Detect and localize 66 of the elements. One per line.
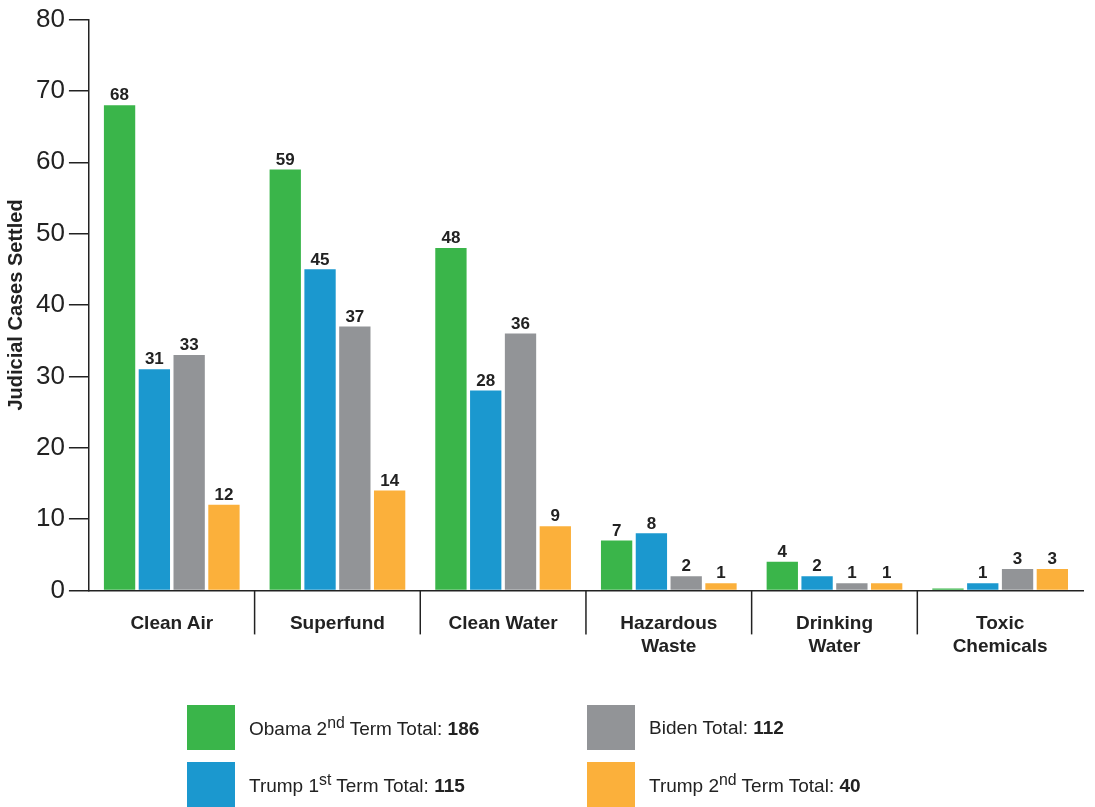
data-label: 68 <box>110 85 130 105</box>
data-label: 1 <box>716 563 726 583</box>
data-label: 45 <box>310 249 330 269</box>
x-tick-label: Clean Water <box>448 612 559 634</box>
data-label: 1 <box>881 563 892 583</box>
data-label: 1 <box>847 563 857 583</box>
bar <box>539 526 571 590</box>
bar <box>635 533 668 590</box>
y-tick-label: 10 <box>36 502 65 533</box>
y-tick-label: 50 <box>36 216 65 247</box>
bar <box>470 390 502 590</box>
y-tick-label: 40 <box>36 288 65 319</box>
bar <box>269 169 301 590</box>
legend-label: Trump 1$^{st}$ Term Total: 115 <box>249 771 465 798</box>
bar <box>208 504 240 590</box>
legend-label: Trump 2$^{nd}$ Term Total: 40 <box>649 771 861 798</box>
legend-label: Biden Total: 112 <box>649 716 784 739</box>
bar <box>304 269 336 590</box>
data-label: 7 <box>611 520 622 540</box>
bar <box>836 583 868 590</box>
y-tick-label: 30 <box>36 359 65 390</box>
data-label: 14 <box>380 470 400 490</box>
x-tick-label: Superfund <box>289 612 385 634</box>
y-tick-label: 20 <box>36 430 65 461</box>
data-label: 1 <box>978 563 988 583</box>
data-label: 36 <box>511 313 530 333</box>
y-axis-title: Judicial Cases Settled <box>3 199 26 411</box>
data-label: 28 <box>476 370 496 390</box>
x-tick-label: Hazardous Waste <box>620 612 718 656</box>
bar <box>435 247 467 590</box>
data-label: 48 <box>441 228 461 248</box>
data-label: 59 <box>275 149 295 169</box>
bar <box>373 490 406 590</box>
x-tick-label: Toxic Chemicals <box>952 612 1048 656</box>
y-tick-label: 0 <box>50 573 65 604</box>
bar <box>705 583 737 590</box>
bar <box>1036 569 1069 590</box>
data-label: 9 <box>550 506 561 526</box>
data-label: 8 <box>646 513 657 533</box>
data-label: 33 <box>179 335 199 355</box>
data-label: 2 <box>681 556 691 576</box>
bar <box>138 369 171 590</box>
data-label: 37 <box>345 306 365 326</box>
data-label: 12 <box>214 484 234 504</box>
bar <box>967 583 999 590</box>
data-label: 2 <box>812 556 822 576</box>
bar <box>600 540 633 590</box>
data-label: 3 <box>1047 549 1058 569</box>
bar <box>103 105 136 590</box>
y-tick-label: 80 <box>36 2 65 33</box>
bar <box>801 576 833 590</box>
y-tick-label: 70 <box>36 74 65 105</box>
data-label: 4 <box>777 542 788 562</box>
bar <box>871 583 903 590</box>
bar <box>339 326 371 590</box>
x-tick-label: Clean Air <box>130 612 214 634</box>
legend-label: Obama 2$^{nd}$ Term Total: 186 <box>249 714 480 741</box>
data-label: 3 <box>1012 549 1023 569</box>
bar <box>670 576 702 590</box>
bar <box>173 354 205 590</box>
x-tick-label: Drinking Water <box>795 612 874 656</box>
bar <box>504 333 537 590</box>
bar <box>766 561 798 590</box>
bar <box>1001 569 1034 590</box>
data-label: 31 <box>144 349 164 369</box>
y-tick-label: 60 <box>36 145 65 176</box>
